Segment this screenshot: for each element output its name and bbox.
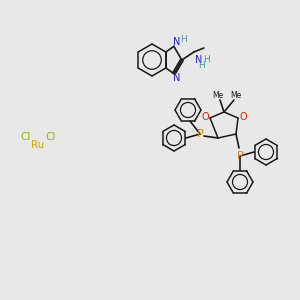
Text: N: N bbox=[173, 38, 181, 47]
Text: N: N bbox=[173, 73, 181, 82]
Text: Ru: Ru bbox=[32, 140, 45, 150]
Text: Me: Me bbox=[212, 92, 224, 100]
Text: N: N bbox=[195, 55, 203, 65]
Text: Cl: Cl bbox=[46, 132, 56, 142]
Text: P: P bbox=[196, 129, 203, 139]
Text: H: H bbox=[203, 56, 210, 64]
Text: P: P bbox=[237, 151, 243, 161]
Text: O: O bbox=[201, 112, 209, 122]
Text: O: O bbox=[239, 112, 247, 122]
Text: Me: Me bbox=[230, 92, 242, 100]
Text: H: H bbox=[199, 61, 205, 70]
Text: Cl: Cl bbox=[21, 132, 31, 142]
Text: H: H bbox=[181, 35, 187, 44]
